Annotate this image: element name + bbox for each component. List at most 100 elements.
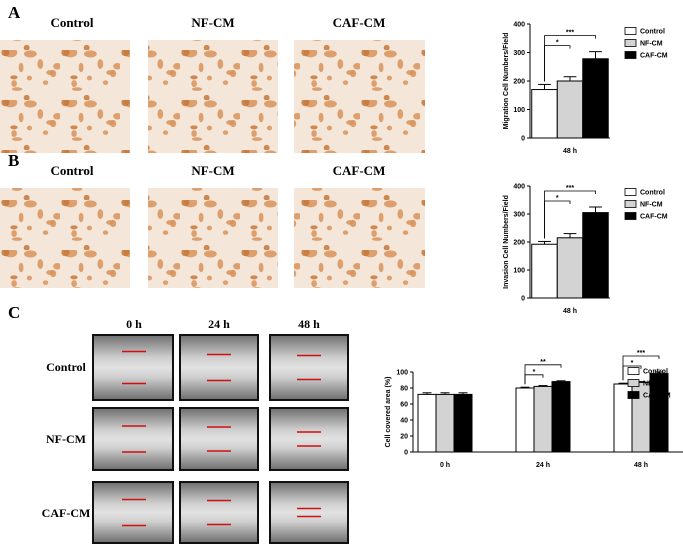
legend-label: NF-CM — [643, 381, 666, 388]
y-tick-label: 300 — [513, 212, 525, 219]
micrograph — [0, 188, 130, 288]
bar — [551, 381, 571, 453]
legend-swatch — [624, 39, 637, 47]
micrograph — [148, 40, 278, 153]
micrograph — [294, 40, 425, 153]
y-tick-label: 300 — [513, 50, 525, 57]
legend-label: CAF-CM — [640, 214, 668, 221]
bar — [582, 212, 609, 299]
panel-label: B — [8, 151, 19, 170]
row-label: NF-CM — [46, 432, 86, 446]
wound-image — [179, 481, 259, 544]
legend-swatch — [624, 51, 637, 59]
bar — [556, 237, 584, 299]
column-title: 48 h — [298, 317, 320, 331]
wound-image — [92, 334, 174, 401]
significance-label: ** — [540, 359, 546, 366]
y-tick-label: 400 — [513, 184, 525, 191]
significance-label: * — [556, 195, 559, 202]
y-tick-label: 80 — [400, 386, 408, 393]
legend-label: Control — [643, 369, 668, 376]
row-label: CAF-CM — [42, 506, 91, 520]
y-tick-label: 0 — [404, 450, 408, 457]
legend-label: NF-CM — [640, 202, 663, 209]
legend-swatch — [624, 200, 637, 208]
legend-swatch — [627, 367, 640, 375]
bar — [417, 393, 437, 453]
y-tick-label: 100 — [513, 107, 525, 114]
significance-bracket — [524, 374, 544, 385]
bar — [453, 393, 473, 453]
column-title: NF-CM — [191, 15, 234, 30]
significance-label: *** — [566, 30, 574, 37]
legend-label: Control — [640, 29, 665, 36]
y-tick-label: 0 — [521, 136, 525, 143]
significance-bracket — [524, 364, 562, 385]
legend-swatch — [624, 27, 637, 35]
column-title: 0 h — [126, 317, 142, 331]
micrograph — [0, 40, 130, 153]
significance-label: * — [631, 360, 634, 367]
y-axis-label: Cell covered area (%) — [385, 377, 392, 448]
bar — [533, 385, 553, 453]
significance-label: *** — [566, 185, 574, 192]
significance-bracket — [544, 190, 596, 239]
row-label: Control — [46, 360, 86, 374]
column-title: Control — [50, 15, 93, 30]
bar — [556, 80, 584, 139]
x-tick-label: 48 h — [634, 462, 648, 469]
column-title: CAF-CM — [333, 163, 386, 178]
wound-image — [179, 334, 259, 401]
wound-image — [92, 481, 174, 544]
legend-swatch — [627, 379, 640, 387]
y-tick-label: 60 — [400, 402, 408, 409]
y-axis-label: Invasion Cell Numbers/Field — [503, 195, 510, 289]
y-tick-label: 400 — [513, 22, 525, 29]
micrograph — [294, 188, 425, 288]
column-title: NF-CM — [191, 163, 234, 178]
wound-image — [269, 334, 349, 401]
significance-bracket — [544, 200, 571, 239]
legend-label: CAF-CM — [640, 53, 668, 60]
x-tick-label: 48 h — [563, 308, 577, 315]
significance-bracket — [622, 355, 660, 381]
bar — [531, 89, 558, 139]
y-tick-label: 200 — [513, 79, 525, 86]
y-tick-label: 40 — [400, 418, 408, 425]
column-title: CAF-CM — [333, 15, 386, 30]
significance-label: * — [533, 369, 536, 376]
y-tick-label: 20 — [400, 434, 408, 441]
legend-label: Control — [640, 190, 665, 197]
significance-label: *** — [637, 350, 645, 357]
y-axis-label: Migration Cell Numbers/Field — [503, 33, 510, 130]
wound-image — [269, 481, 349, 544]
bar — [531, 243, 558, 299]
bar — [515, 387, 535, 453]
significance-bracket — [544, 35, 596, 82]
y-tick-label: 100 — [396, 370, 408, 377]
y-tick-label: 200 — [513, 240, 525, 247]
wound-image — [92, 407, 174, 471]
significance-bracket — [544, 45, 571, 82]
wound-image — [179, 407, 259, 471]
panel-label: A — [8, 3, 21, 22]
legend-label: NF-CM — [640, 41, 663, 48]
x-tick-label: 48 h — [563, 148, 577, 155]
bar — [435, 393, 455, 453]
x-tick-label: 0 h — [440, 462, 450, 469]
bar — [582, 58, 609, 139]
wound-image — [269, 407, 349, 471]
x-tick-label: 24 h — [536, 462, 550, 469]
legend-swatch — [624, 212, 637, 220]
column-title: 24 h — [208, 317, 230, 331]
legend-swatch — [624, 188, 637, 196]
legend-label: CAF-CM — [643, 393, 671, 400]
y-tick-label: 0 — [521, 296, 525, 303]
legend-swatch — [627, 391, 640, 399]
y-tick-label: 100 — [513, 268, 525, 275]
column-title: Control — [50, 163, 93, 178]
micrograph — [148, 188, 278, 288]
panel-label: C — [8, 303, 20, 322]
significance-label: * — [556, 40, 559, 47]
